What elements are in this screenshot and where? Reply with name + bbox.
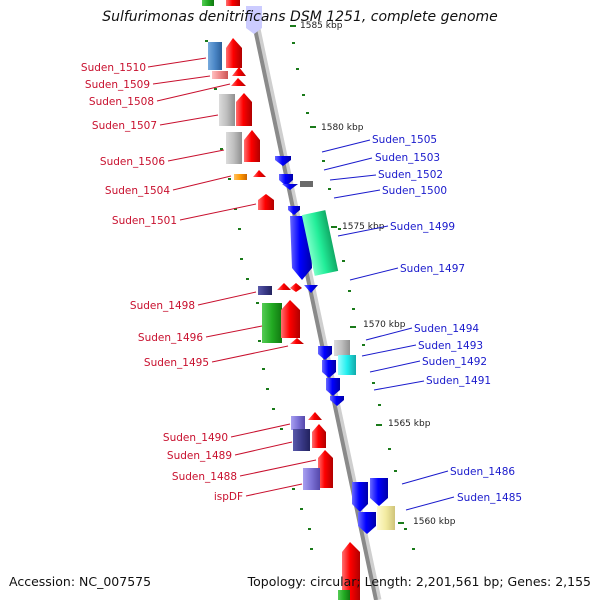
gene-feature[interactable] [303,468,320,490]
gene-label-suden-1502[interactable]: Suden_1502 [378,169,443,181]
gene-feature[interactable] [236,93,252,126]
gene-feature[interactable] [282,184,298,190]
gene-feature[interactable] [258,194,274,210]
gene-feature[interactable] [370,478,388,506]
gene-feature[interactable] [358,512,376,534]
kbp-major-ticks [290,25,404,524]
gene-feature[interactable] [202,0,214,6]
gene-label-suden-1507[interactable]: Suden_1507 [92,120,157,132]
gene-label-suden-1488[interactable]: Suden_1488 [172,471,237,483]
left-tick-track [205,40,313,550]
gene-label-suden-1496[interactable]: Suden_1496 [138,332,203,344]
right-gene-labels: Suden_1505 Suden_1503 Suden_1502 Suden_1… [372,134,522,504]
gene-label-suden-1492[interactable]: Suden_1492 [422,356,487,368]
gene-label-ispdf[interactable]: ispDF [214,491,243,503]
gene-label-suden-1497[interactable]: Suden_1497 [400,263,465,275]
kbp-label: 1560 kbp [413,517,456,527]
gene-label-suden-1485[interactable]: Suden_1485 [457,492,522,504]
gene-feature[interactable] [334,340,350,356]
kbp-label: 1585 kbp [300,21,343,31]
gene-feature[interactable] [338,590,350,600]
forward-strand-genes [202,0,360,600]
gene-feature[interactable] [318,346,332,360]
gene-feature[interactable] [219,94,235,126]
gene-feature[interactable] [232,67,246,76]
gene-feature[interactable] [290,338,304,344]
map-title: Sulfurimonas denitrificans DSM 1251, com… [102,9,498,25]
gene-label-suden-1510[interactable]: Suden_1510 [81,62,146,74]
gene-label-suden-1495[interactable]: Suden_1495 [144,357,209,369]
gene-label-suden-1506[interactable]: Suden_1506 [100,156,165,168]
gene-feature[interactable] [312,424,326,448]
gene-label-suden-1489[interactable]: Suden_1489 [167,450,232,462]
gene-feature[interactable] [326,378,340,396]
gene-label-suden-1503[interactable]: Suden_1503 [375,152,440,164]
kbp-label: 1580 kbp [321,123,364,133]
gene-label-suden-1493[interactable]: Suden_1493 [418,340,483,352]
gene-feature[interactable] [279,174,293,186]
gene-label-suden-1504[interactable]: Suden_1504 [105,185,170,197]
gene-feature[interactable] [318,450,333,488]
gene-feature[interactable] [226,0,240,6]
genome-summary-text: Topology: circular; Length: 2,201,561 bp… [247,574,591,589]
gene-feature[interactable] [304,285,318,293]
right-leader-lines [321,139,455,511]
gene-feature[interactable] [226,38,242,68]
gene-feature[interactable] [342,542,360,600]
gene-feature[interactable] [293,429,310,451]
gene-label-suden-1490[interactable]: Suden_1490 [163,432,228,444]
gene-feature[interactable] [208,42,222,70]
gene-feature[interactable] [322,360,336,378]
gene-label-suden-1500[interactable]: Suden_1500 [382,185,447,197]
kbp-label: 1575 kbp [342,222,385,232]
gene-feature[interactable] [212,71,228,79]
left-leader-lines [147,57,317,497]
gene-label-suden-1501[interactable]: Suden_1501 [112,215,177,227]
gene-feature[interactable] [275,156,291,166]
gene-feature[interactable] [226,132,242,164]
left-gene-labels: Suden_1510 Suden_1509 Suden_1508 Suden_1… [81,62,243,503]
gene-feature[interactable] [281,300,300,338]
gene-label-suden-1498[interactable]: Suden_1498 [130,300,195,312]
gene-feature[interactable] [246,6,262,34]
reverse-strand-genes [275,156,395,534]
gene-feature[interactable] [290,283,302,292]
gene-feature[interactable] [277,283,291,290]
gene-label-suden-1486[interactable]: Suden_1486 [450,466,515,478]
gene-label-suden-1499[interactable]: Suden_1499 [390,221,455,233]
gene-feature[interactable] [291,416,305,430]
gene-feature[interactable] [301,210,339,276]
gene-feature[interactable] [253,170,266,177]
gene-feature[interactable] [234,174,247,180]
gene-label-suden-1494[interactable]: Suden_1494 [414,323,479,335]
gene-feature[interactable] [352,482,368,512]
gene-label-suden-1509[interactable]: Suden_1509 [85,79,150,91]
gene-feature[interactable] [288,206,300,215]
gene-feature[interactable] [338,355,356,375]
accession-text: Accession: NC_007575 [9,574,151,589]
gene-label-suden-1491[interactable]: Suden_1491 [426,375,491,387]
gene-feature[interactable] [300,181,313,187]
gene-feature[interactable] [258,286,272,295]
gene-feature[interactable] [377,506,395,530]
kbp-label: 1570 kbp [363,320,406,330]
gene-label-suden-1505[interactable]: Suden_1505 [372,134,437,146]
gene-feature[interactable] [330,396,344,406]
kbp-label: 1565 kbp [388,419,431,429]
gene-feature[interactable] [231,78,246,86]
gene-feature[interactable] [262,303,282,343]
right-tick-track [292,42,415,550]
gene-label-suden-1508[interactable]: Suden_1508 [89,96,154,108]
gene-feature[interactable] [308,412,322,420]
gene-feature[interactable] [244,130,260,162]
